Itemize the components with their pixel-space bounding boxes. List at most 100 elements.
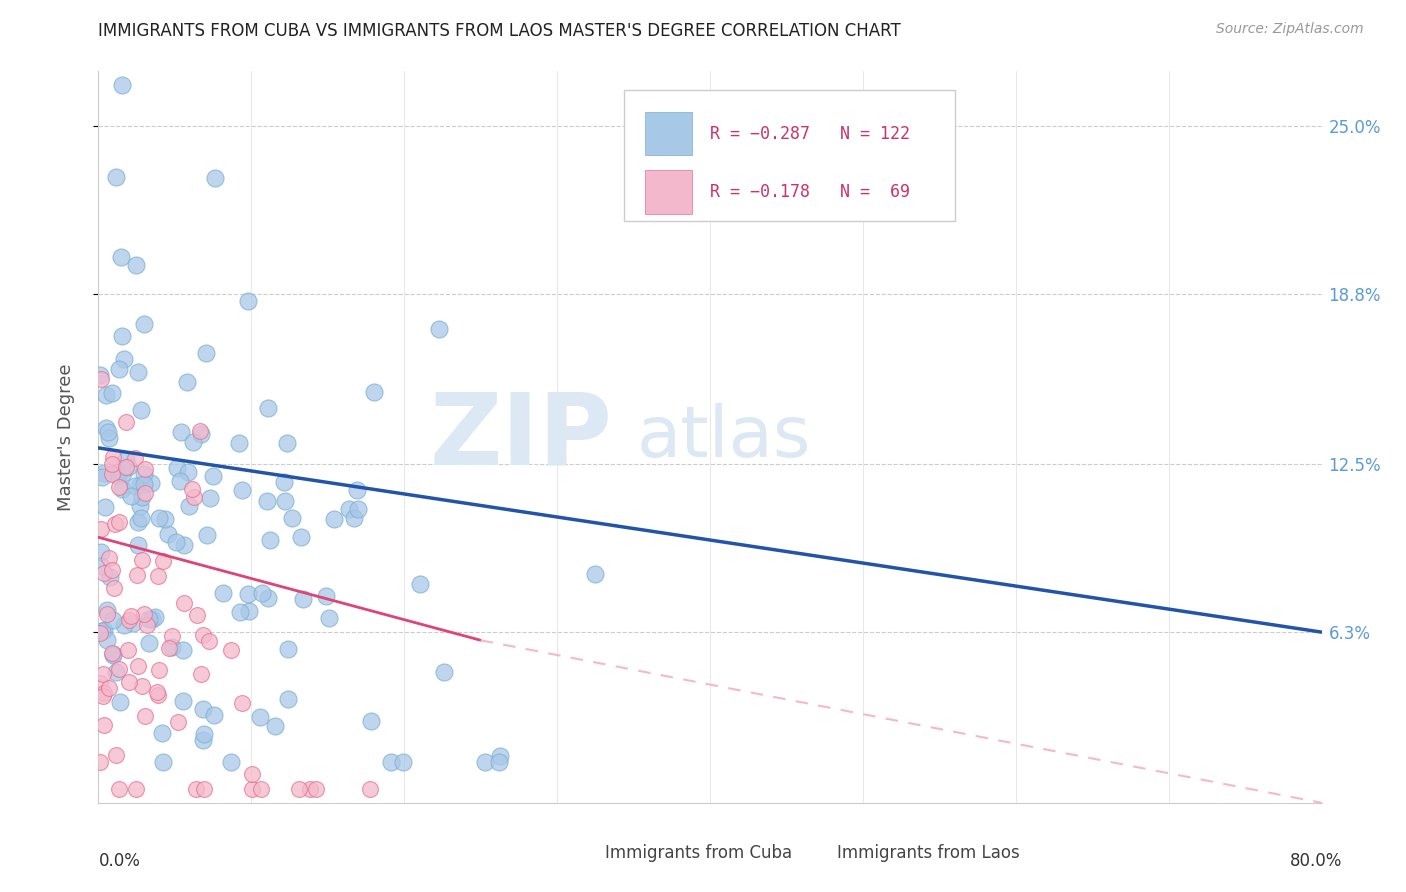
Point bbox=[305, 782, 328, 797]
Point bbox=[202, 468, 225, 483]
Point bbox=[238, 604, 260, 618]
Point bbox=[91, 470, 114, 484]
Point bbox=[104, 665, 127, 680]
Point bbox=[221, 643, 243, 657]
Point bbox=[98, 431, 121, 445]
Point bbox=[115, 460, 138, 475]
Point bbox=[146, 684, 169, 698]
Text: 0.0%: 0.0% bbox=[98, 852, 141, 870]
Point bbox=[343, 511, 366, 525]
Point bbox=[228, 605, 250, 619]
Point bbox=[120, 609, 142, 624]
Point bbox=[91, 667, 114, 681]
Point bbox=[249, 710, 271, 724]
Point bbox=[198, 634, 221, 648]
FancyBboxPatch shape bbox=[624, 90, 955, 221]
Point bbox=[191, 702, 214, 716]
Point bbox=[89, 755, 111, 769]
Point bbox=[104, 170, 127, 185]
Point bbox=[91, 689, 114, 703]
Point bbox=[127, 516, 149, 530]
Point bbox=[117, 643, 139, 657]
Point bbox=[150, 725, 173, 739]
Point bbox=[183, 490, 205, 504]
Point bbox=[125, 259, 148, 273]
Point bbox=[121, 616, 143, 631]
FancyBboxPatch shape bbox=[645, 170, 692, 214]
Point bbox=[318, 611, 340, 625]
Text: R = −0.287   N = 122: R = −0.287 N = 122 bbox=[710, 125, 910, 143]
Point bbox=[259, 533, 281, 548]
Point bbox=[101, 457, 124, 471]
Point bbox=[273, 475, 295, 489]
Point bbox=[191, 733, 214, 747]
Point bbox=[94, 500, 117, 514]
Point bbox=[97, 681, 120, 695]
Point bbox=[184, 782, 207, 797]
Point bbox=[195, 528, 218, 542]
Point bbox=[204, 170, 226, 185]
FancyBboxPatch shape bbox=[564, 838, 591, 866]
Point bbox=[101, 450, 124, 464]
Point bbox=[177, 466, 200, 480]
Point bbox=[134, 462, 156, 476]
Point bbox=[138, 636, 160, 650]
Point bbox=[173, 538, 195, 552]
Point bbox=[219, 755, 242, 769]
Point bbox=[107, 465, 129, 479]
Point bbox=[93, 466, 115, 480]
Point bbox=[93, 686, 115, 700]
Point bbox=[231, 483, 253, 498]
Point bbox=[257, 401, 280, 415]
Point bbox=[96, 632, 118, 647]
Point bbox=[409, 576, 432, 591]
Point bbox=[179, 499, 201, 513]
Point bbox=[105, 748, 128, 763]
Point bbox=[117, 459, 139, 474]
Point bbox=[146, 569, 169, 583]
Point bbox=[135, 618, 157, 632]
Point bbox=[277, 692, 299, 706]
Point bbox=[277, 641, 299, 656]
Point bbox=[585, 567, 607, 582]
Point bbox=[363, 385, 385, 400]
Point bbox=[190, 427, 212, 442]
Point bbox=[103, 582, 125, 596]
Point bbox=[193, 782, 215, 797]
Point bbox=[299, 782, 322, 797]
Point bbox=[166, 535, 188, 549]
Point bbox=[107, 362, 129, 376]
Point bbox=[90, 522, 112, 536]
Point bbox=[172, 642, 194, 657]
Point bbox=[263, 718, 285, 732]
Point bbox=[429, 322, 451, 336]
Point bbox=[359, 782, 381, 797]
Point bbox=[90, 559, 112, 574]
Point bbox=[98, 570, 121, 584]
Point bbox=[160, 640, 183, 654]
Point bbox=[101, 648, 124, 662]
Point bbox=[127, 567, 149, 582]
Point bbox=[250, 782, 273, 797]
Point bbox=[360, 714, 382, 729]
Point bbox=[169, 475, 191, 489]
FancyBboxPatch shape bbox=[645, 112, 692, 155]
Point bbox=[186, 608, 208, 623]
Point bbox=[127, 538, 149, 552]
Point bbox=[188, 424, 211, 438]
Point bbox=[173, 596, 195, 610]
Point bbox=[110, 251, 132, 265]
Text: Immigrants from Cuba: Immigrants from Cuba bbox=[605, 844, 792, 862]
Point bbox=[240, 767, 263, 781]
Point bbox=[315, 589, 337, 603]
Point bbox=[204, 707, 226, 722]
Point bbox=[146, 688, 169, 702]
Point bbox=[127, 659, 149, 673]
Point bbox=[380, 755, 402, 769]
Point bbox=[103, 647, 125, 661]
Point bbox=[290, 530, 312, 544]
Point bbox=[93, 566, 115, 580]
Point bbox=[191, 628, 214, 642]
Text: Immigrants from Laos: Immigrants from Laos bbox=[837, 844, 1019, 862]
Point bbox=[108, 695, 131, 709]
